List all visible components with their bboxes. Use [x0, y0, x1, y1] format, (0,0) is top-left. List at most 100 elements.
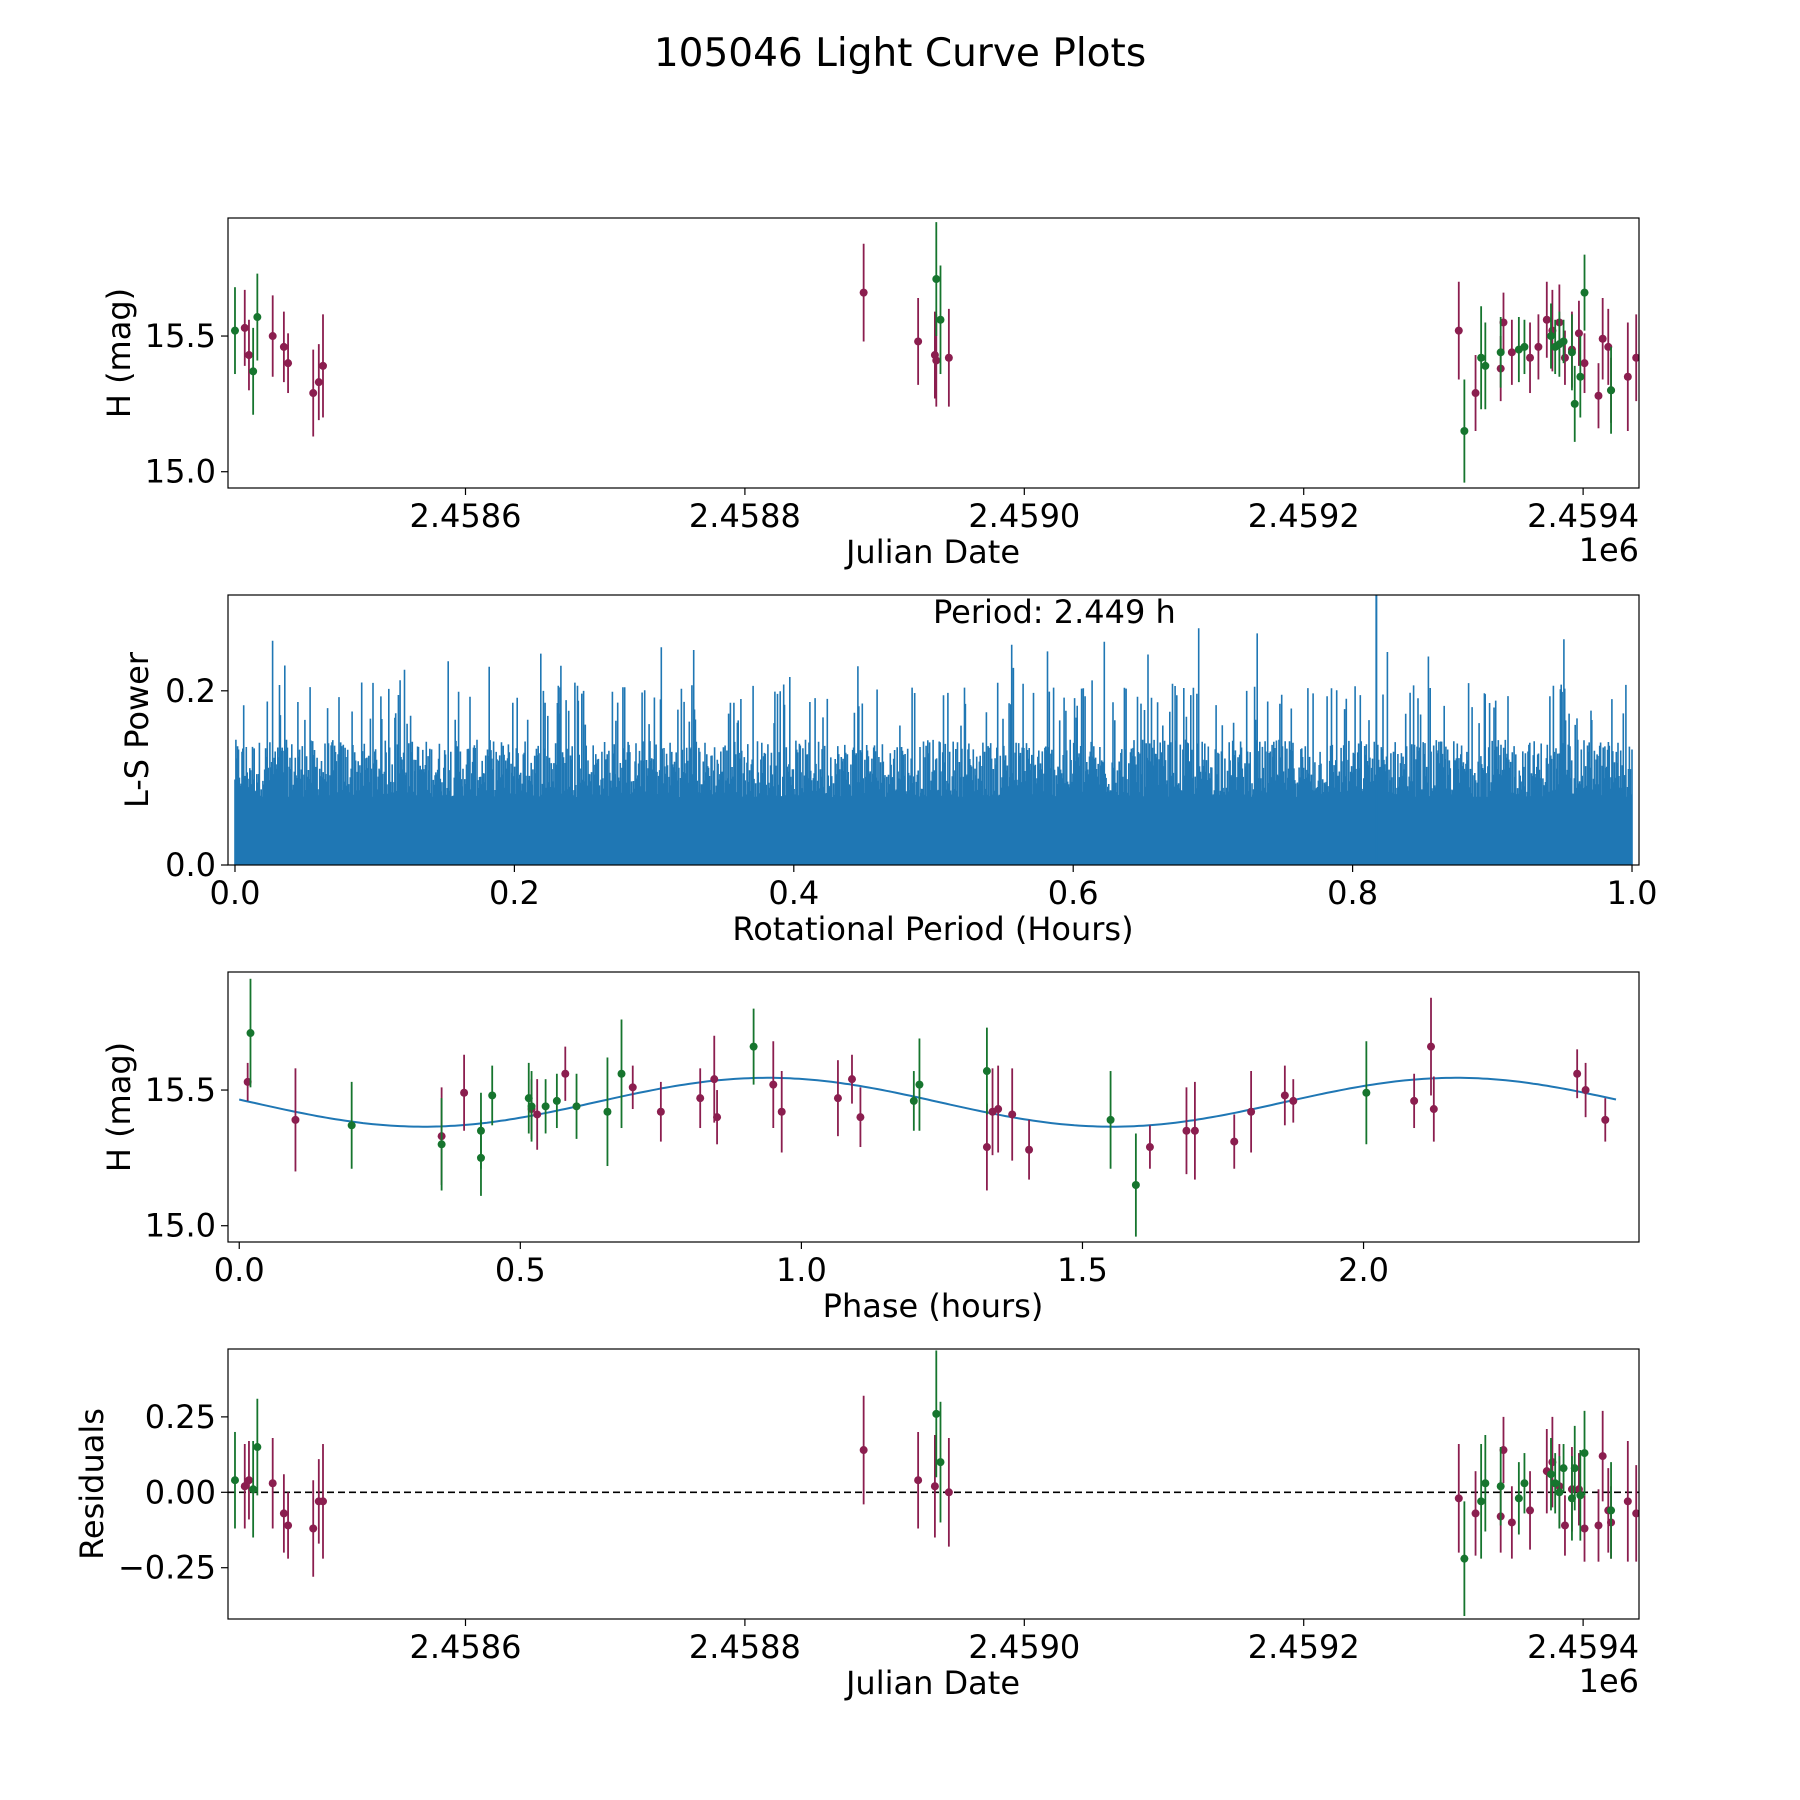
- resid-data-point: [1570, 1425, 1579, 1511]
- lc-data-point: [1496, 317, 1505, 388]
- phase-marker: [561, 1069, 570, 1078]
- lc-marker: [268, 332, 277, 341]
- phase-data-point: [696, 1068, 705, 1129]
- resid-data-point: [936, 1401, 945, 1523]
- lc-data-point: [930, 311, 939, 399]
- light-curve-panel: 2.4586 2.4588 2.4590 2.4592 2.4594 15.0 15.5 J…: [100, 217, 1640, 571]
- lc-marker: [253, 313, 262, 322]
- lc-marker: [1496, 348, 1505, 357]
- lc-data-point: [1542, 281, 1551, 358]
- phase-data-point: [994, 1065, 1003, 1153]
- phase-marker: [1581, 1086, 1590, 1095]
- phase-data-point: [749, 1008, 758, 1085]
- phase-data-point: [710, 1035, 719, 1123]
- phase-marker: [1280, 1091, 1289, 1100]
- resid-data-point: [1555, 1456, 1564, 1529]
- resid-data-point: [1454, 1444, 1463, 1553]
- lc-marker: [284, 359, 293, 368]
- lc-marker: [1534, 342, 1543, 351]
- lc-data-point: [1574, 300, 1583, 366]
- resid-marker: [1559, 1464, 1568, 1473]
- periodogram-annotation: Period: 2.449 h: [933, 593, 1176, 631]
- resid-marker: [309, 1524, 318, 1533]
- phase-marker: [552, 1096, 561, 1105]
- lc-data-point: [914, 298, 923, 385]
- lc-marker: [1460, 427, 1469, 436]
- lc-data-point: [1594, 363, 1603, 429]
- resid-data-point: [930, 1434, 939, 1538]
- resid-data-point: [1580, 1410, 1589, 1496]
- phase-marker: [1145, 1143, 1154, 1152]
- phase-marker: [246, 1029, 255, 1038]
- phase-data-point: [527, 1071, 536, 1142]
- phase-data-point: [1230, 1114, 1239, 1169]
- resid-marker: [1580, 1524, 1589, 1533]
- phase-data-point: [1025, 1119, 1034, 1180]
- resid-marker: [1526, 1506, 1535, 1515]
- lc-data-point: [1481, 322, 1490, 410]
- phase-marker: [628, 1083, 637, 1092]
- phase-marker: [847, 1075, 856, 1084]
- phase-marker: [541, 1102, 550, 1111]
- phase-x-tick-label: 0.5: [495, 1251, 546, 1289]
- ls-x-tick-label: 0.2: [489, 874, 540, 912]
- phase-x-tick-label: 1.0: [776, 1251, 827, 1289]
- phase-data-point: [291, 1068, 300, 1172]
- resid-marker: [1477, 1497, 1486, 1506]
- resid-marker: [1454, 1494, 1463, 1503]
- phase-data-point: [460, 1054, 469, 1131]
- lc-x-tick-label: 2.4590: [968, 497, 1080, 535]
- lc-marker: [1576, 372, 1585, 381]
- resid-data-point: [1576, 1450, 1585, 1541]
- lc-x-tick-label: 2.4586: [410, 497, 522, 535]
- phase-marker: [1008, 1110, 1017, 1119]
- lc-data-point: [1460, 379, 1469, 483]
- lc-data-point: [1471, 355, 1480, 432]
- phase-data-point: [552, 1073, 561, 1129]
- lc-data-point: [309, 349, 318, 437]
- resid-data-point: [1477, 1444, 1486, 1559]
- resid-marker: [1576, 1491, 1585, 1500]
- residuals-x-label: Julian Date: [844, 1664, 1020, 1702]
- phase-marker: [1025, 1145, 1034, 1154]
- phase-y-tick-label: 15.5: [145, 1071, 216, 1109]
- resid-data-point: [244, 1441, 253, 1520]
- lc-data-point: [1623, 322, 1632, 432]
- lc-marker: [936, 315, 945, 324]
- phase-marker: [909, 1096, 918, 1105]
- resid-marker: [1555, 1488, 1564, 1497]
- lc-data-point: [1534, 314, 1543, 380]
- lc-marker: [1607, 386, 1616, 395]
- phase-data-point: [856, 1087, 865, 1148]
- lc-marker: [1520, 342, 1529, 351]
- phase-marker: [856, 1113, 865, 1122]
- lc-marker: [1471, 389, 1480, 398]
- resid-marker: [914, 1476, 923, 1485]
- lc-data-point: [936, 265, 945, 375]
- phase-data-point: [982, 1027, 991, 1115]
- lc-marker: [230, 326, 239, 335]
- phase-marker: [527, 1102, 536, 1111]
- phase-data-point: [1429, 1076, 1438, 1142]
- phase-data-point: [628, 1065, 637, 1110]
- phase-marker: [460, 1088, 469, 1097]
- lc-marker: [1546, 332, 1555, 341]
- lc-marker: [279, 342, 288, 351]
- lc-marker: [244, 351, 253, 360]
- phase-marker: [603, 1107, 612, 1116]
- resid-marker: [1496, 1482, 1505, 1491]
- lc-data-point: [314, 344, 323, 421]
- resid-data-point: [1471, 1471, 1480, 1556]
- resid-data-point: [914, 1431, 923, 1529]
- phase-data-point: [915, 1038, 924, 1131]
- lc-data-point: [1580, 333, 1589, 394]
- resid-data-point: [1546, 1437, 1555, 1511]
- periodogram-plot-frame: [227, 594, 1640, 866]
- lc-marker: [318, 361, 327, 370]
- lc-data-point: [944, 308, 953, 407]
- lc-data-point: [240, 289, 249, 366]
- lc-marker: [1574, 329, 1583, 338]
- lc-marker: [1632, 353, 1639, 362]
- resid-data-point: [1574, 1453, 1583, 1526]
- resid-marker: [284, 1521, 293, 1530]
